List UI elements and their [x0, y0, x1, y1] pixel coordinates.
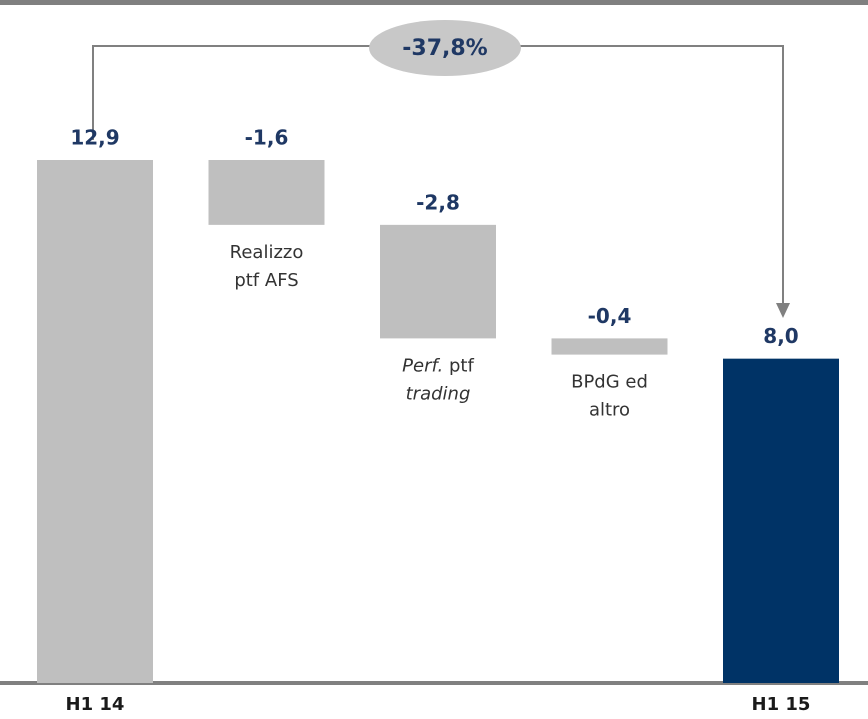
value-label: -1,6 [245, 126, 289, 150]
annotation-bubble [369, 20, 521, 76]
category-label: H1 15 [752, 694, 811, 715]
category-label: H1 14 [66, 694, 125, 715]
bar [723, 358, 839, 683]
category-label: Perf. ptf [402, 355, 474, 376]
value-label: -2,8 [416, 190, 460, 214]
bar [380, 224, 496, 339]
arrow-head [776, 303, 790, 318]
category-label: Realizzo [230, 242, 304, 263]
bar [551, 338, 668, 355]
bar [37, 160, 153, 683]
category-label: ptf AFS [234, 270, 298, 291]
baseline [0, 681, 868, 685]
top-rule [0, 0, 868, 5]
category-label: trading [406, 383, 471, 404]
value-label: -0,4 [588, 304, 632, 328]
category-label: altro [589, 400, 630, 421]
change-arrow [92, 45, 784, 305]
annotation: -37,8% [402, 36, 487, 61]
value-label: 12,9 [70, 126, 119, 150]
category-label: BPdG ed [571, 372, 648, 393]
bar [208, 160, 325, 225]
value-label: 8,0 [763, 324, 798, 348]
